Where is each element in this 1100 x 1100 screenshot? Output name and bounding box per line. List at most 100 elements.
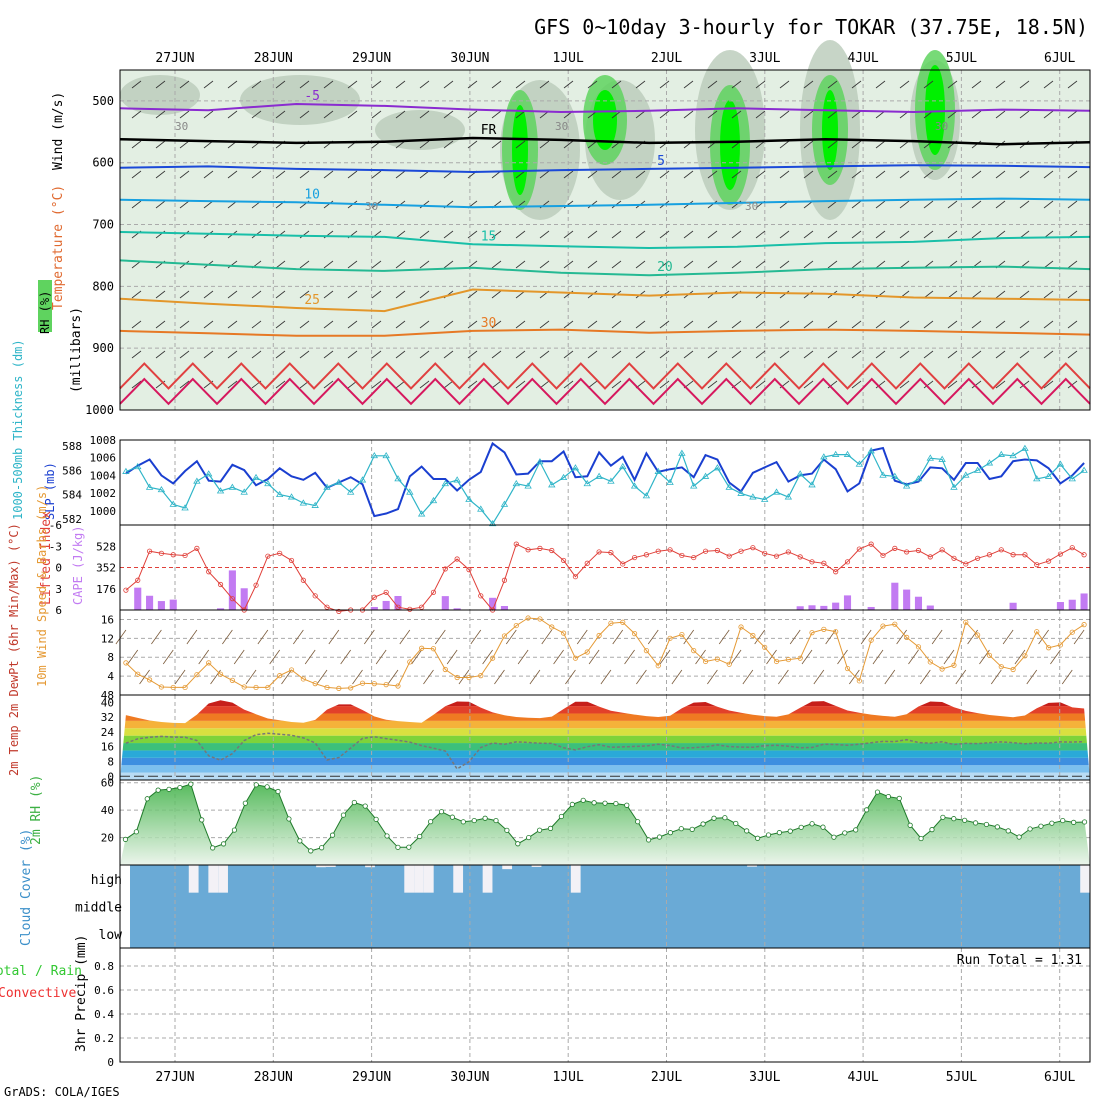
thickness-marker	[772, 488, 781, 495]
wind-barb	[884, 669, 896, 685]
thickness-marker	[169, 500, 177, 507]
temp-color-band	[120, 743, 1090, 751]
rh2m-marker	[373, 816, 379, 822]
lifted-index-marker	[182, 552, 188, 559]
rh2m-marker	[863, 807, 870, 813]
wind-speed-marker	[868, 637, 874, 643]
rh2m-marker	[1060, 817, 1066, 824]
thickness-marker	[358, 476, 367, 483]
rh-contour-label: 30	[745, 200, 758, 213]
upper-wind-barb	[803, 110, 814, 119]
wind-barb	[553, 649, 564, 665]
cloud-clear-cell	[365, 865, 375, 868]
bottom-date-label: 3JUL	[749, 1070, 780, 1085]
wind-barb	[908, 649, 919, 665]
lifted-index-marker	[679, 552, 685, 559]
rh-contour-label: 30	[175, 120, 188, 133]
upper-wind-barb	[371, 110, 382, 119]
lifted-index-marker	[655, 548, 661, 554]
rh2m-area	[120, 784, 1090, 865]
figure-title: GFS 0~10day 3-hourly for TOKAR (37.75E, …	[534, 15, 1088, 39]
cloud-clear-cell	[747, 865, 757, 867]
upper-wind-barb	[179, 380, 190, 389]
upper-wind-barb	[371, 80, 382, 89]
lifted-tick-label: 3	[55, 583, 62, 596]
rh2m-marker	[319, 845, 325, 851]
upper-wind-barb	[467, 320, 478, 329]
wind-barb	[316, 669, 328, 685]
thickness-marker	[713, 464, 722, 471]
thickness-marker	[335, 478, 343, 485]
wind-speed-marker	[584, 649, 590, 655]
wind-barb	[328, 629, 340, 645]
upper-wind-barb	[683, 260, 694, 269]
temp-tick-label: 24	[101, 726, 115, 739]
upper-wind-barb	[155, 290, 166, 299]
wind-speed-marker	[1081, 622, 1087, 628]
upper-wind-barb	[731, 110, 742, 119]
lifted-index-marker	[253, 582, 259, 588]
upper-wind-barb	[899, 200, 910, 209]
rh2m-marker	[798, 824, 804, 830]
wind-speed-marker	[395, 683, 401, 689]
upper-wind-barb	[227, 290, 238, 299]
upper-wind-barb	[779, 140, 790, 149]
wind-speed-marker	[596, 632, 602, 639]
upper-wind-barb	[659, 350, 670, 359]
upper-wind-barb	[539, 170, 550, 179]
upper-wind-barb	[803, 140, 814, 149]
wind-speed-marker	[253, 684, 259, 691]
rh2m-marker	[1081, 819, 1088, 825]
upper-wind-barb	[563, 80, 574, 89]
top-date-label: 28JUN	[254, 51, 293, 66]
wind-speed-marker	[549, 624, 555, 630]
bottom-date-label: 30JUN	[450, 1070, 489, 1085]
thickness-marker	[760, 495, 769, 502]
rh2m-ylabel-group: 2m RH (%)	[29, 775, 44, 845]
thickness-marker	[808, 481, 816, 488]
upper-wind-barb	[923, 350, 934, 359]
rh2m-marker	[275, 788, 281, 795]
thickness-marker	[193, 477, 201, 484]
upper-wind-barb	[203, 290, 214, 299]
thickness-marker	[962, 471, 970, 478]
upper-wind-barb	[299, 350, 310, 359]
upper-wind-barb	[587, 260, 598, 269]
thickness-marker	[157, 486, 166, 493]
upper-wind-barb	[803, 260, 814, 269]
wind-speed-marker	[194, 672, 200, 678]
wind-speed-marker	[1010, 666, 1016, 673]
isotherm-label: 20	[657, 260, 673, 275]
thickness-marker	[370, 452, 379, 459]
wind-speed-marker	[371, 681, 377, 687]
wind10m-frame	[119, 609, 1091, 696]
rh2m-marker	[678, 826, 684, 832]
upper-wind-barb	[443, 260, 454, 269]
upper-wind-barb	[395, 170, 406, 179]
cloud-clear-cell	[414, 865, 424, 893]
wind-speed-marker	[726, 661, 732, 667]
upper-wind-barb	[827, 230, 838, 239]
upper-wind-barb	[971, 290, 982, 299]
rh2m-marker	[689, 826, 695, 832]
upper-wind-barb	[563, 350, 574, 359]
lifted-index-marker	[560, 557, 567, 564]
upper-wind-barb	[419, 140, 430, 149]
upper-wind-barb	[995, 290, 1006, 299]
wind-speed-marker	[892, 621, 898, 627]
rh-tick-label: 40	[101, 804, 114, 817]
thickness-marker	[453, 476, 461, 483]
upper-wind-barb	[1043, 200, 1054, 209]
pressure-tick-label: 1000	[85, 403, 114, 417]
upper-wind-barb	[995, 110, 1006, 119]
upper-wind-barb	[1043, 380, 1054, 389]
temp-tick-label: 16	[101, 741, 114, 754]
rh2m-marker	[940, 814, 946, 820]
rh2m-marker	[874, 789, 881, 795]
upper-wind-barb	[851, 350, 862, 359]
isotherm-line	[119, 288, 1091, 313]
thickness-marker	[796, 470, 804, 477]
lifted-index-marker	[963, 561, 969, 567]
rh2m-marker	[362, 803, 368, 809]
upper-wind-barb	[971, 380, 982, 389]
